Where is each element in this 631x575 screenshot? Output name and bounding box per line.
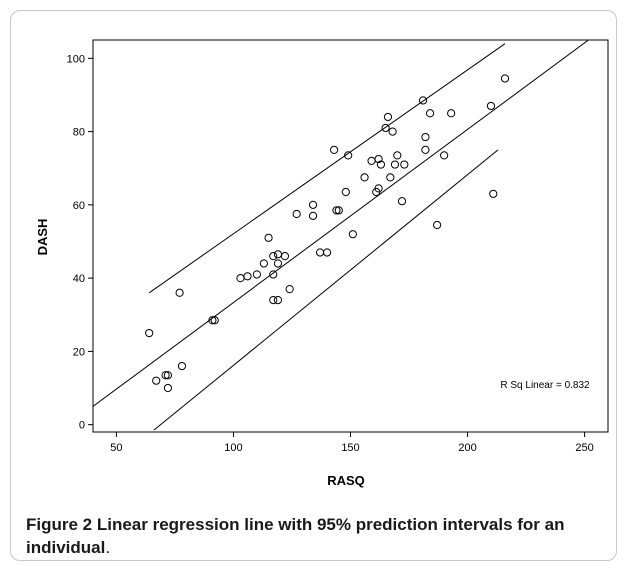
data-point (285, 285, 294, 294)
scatter-plot: 50 100 150 200 250 0 20 40 60 80 100 RASQ DASH R S… (35, 39, 609, 488)
figure-caption-text: Linear regression line with 95% predicti… (26, 515, 565, 557)
data-point (447, 109, 456, 118)
y-tick-label: 40 (73, 273, 85, 285)
y-tick-label: 60 (73, 200, 85, 212)
data-point (152, 376, 161, 385)
data-point (145, 328, 154, 338)
data-point (418, 96, 428, 105)
y-tick-label: 20 (73, 346, 85, 358)
data-point (421, 132, 430, 142)
data-point (500, 74, 510, 83)
data-point (383, 112, 393, 122)
data-point (360, 173, 369, 182)
x-tick-label: 100 (224, 442, 242, 454)
data-point (161, 371, 170, 380)
data-point (393, 151, 402, 160)
fit-line (93, 40, 590, 407)
prediction-interval-lower (153, 149, 499, 431)
y-axis-label: DASH (35, 219, 50, 256)
figure-label: Figure 2 (26, 515, 93, 534)
data-points (145, 74, 510, 393)
y-tick-label: 0 (79, 420, 85, 432)
data-point (292, 209, 301, 219)
data-point (208, 316, 217, 325)
x-tick-label: 150 (341, 442, 359, 454)
data-point (388, 127, 397, 136)
data-point (269, 252, 278, 261)
plot-area (92, 39, 609, 433)
data-point (269, 270, 278, 279)
x-tick-label: 200 (458, 442, 476, 454)
regression-lines (93, 40, 590, 431)
data-point (322, 248, 332, 257)
data-point (390, 160, 400, 169)
data-point (341, 187, 350, 197)
data-point (421, 145, 430, 155)
data-point (177, 361, 187, 371)
data-point (374, 184, 383, 193)
data-point (344, 151, 353, 160)
figure-caption: Figure 2 Linear regression line with 95%… (26, 513, 611, 559)
data-point (269, 296, 278, 305)
data-point (433, 220, 442, 230)
x-tick-label: 250 (575, 442, 593, 454)
x-tick-label: 50 (110, 442, 122, 454)
data-point (273, 296, 283, 305)
y-tick-label: 80 (73, 127, 85, 139)
data-point (376, 160, 386, 169)
data-point (374, 154, 383, 164)
data-point (440, 151, 449, 160)
y-tick-label: 100 (67, 53, 85, 65)
data-point (334, 206, 343, 215)
data-point (381, 123, 390, 133)
data-point (280, 252, 290, 261)
data-point (259, 259, 268, 268)
data-point (163, 371, 173, 380)
data-point (273, 259, 283, 268)
data-point (264, 233, 273, 242)
data-point (330, 145, 339, 155)
data-point (400, 160, 409, 169)
data-point (210, 316, 219, 325)
data-point (425, 109, 435, 118)
x-axis-label: RASQ (327, 473, 365, 488)
r-squared-annotation: R Sq Linear = 0.832 (500, 380, 590, 391)
data-point (332, 206, 341, 215)
data-point (486, 101, 496, 111)
data-point (308, 211, 318, 220)
data-point (397, 197, 407, 206)
data-point (243, 272, 252, 281)
data-point (308, 200, 318, 209)
data-point (489, 189, 498, 198)
caption-period: . (105, 538, 111, 557)
data-point (175, 288, 184, 297)
data-point (386, 173, 395, 182)
data-point (163, 383, 173, 393)
data-point (252, 270, 261, 279)
data-point (348, 230, 357, 239)
prediction-interval-upper (148, 43, 506, 294)
axes-ticks: 50 100 150 200 250 0 20 40 60 80 100 (67, 53, 594, 454)
